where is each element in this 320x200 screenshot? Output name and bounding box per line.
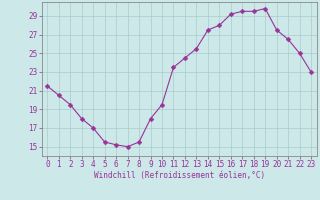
- X-axis label: Windchill (Refroidissement éolien,°C): Windchill (Refroidissement éolien,°C): [94, 171, 265, 180]
